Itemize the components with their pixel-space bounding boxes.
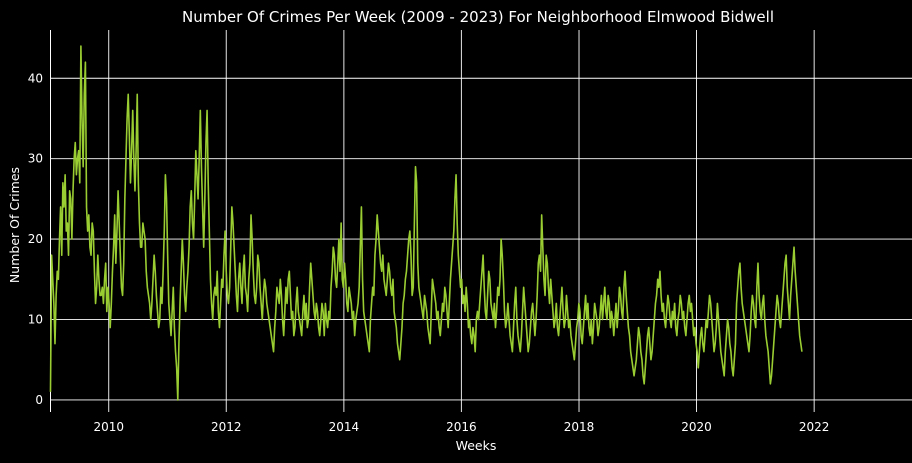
x-tick-label: 2020 [681,420,712,434]
y-tick-label: 10 [28,313,43,327]
series-line [49,45,803,401]
y-tick-label: 40 [28,71,43,85]
x-tick-label: 2012 [211,420,242,434]
x-tick-labels: 2010 2012 2014 2016 2018 2020 2022 [93,420,829,434]
x-tick-label: 2018 [564,420,595,434]
y-tick-label: 20 [28,232,43,246]
x-axis-label: Weeks [456,438,497,453]
series-layer [49,45,803,401]
x-tick-label: 2016 [446,420,477,434]
y-tick-label: 30 [28,152,43,166]
y-tick-labels: 0 10 20 30 40 [28,71,43,407]
x-tick-label: 2014 [329,420,360,434]
x-tick-label: 2022 [799,420,830,434]
chart-title: Number Of Crimes Per Week (2009 - 2023) … [182,8,774,26]
y-tick-label: 0 [35,393,43,407]
x-tick-label: 2010 [93,420,124,434]
y-axis-label: Number Of Crimes [7,167,22,283]
